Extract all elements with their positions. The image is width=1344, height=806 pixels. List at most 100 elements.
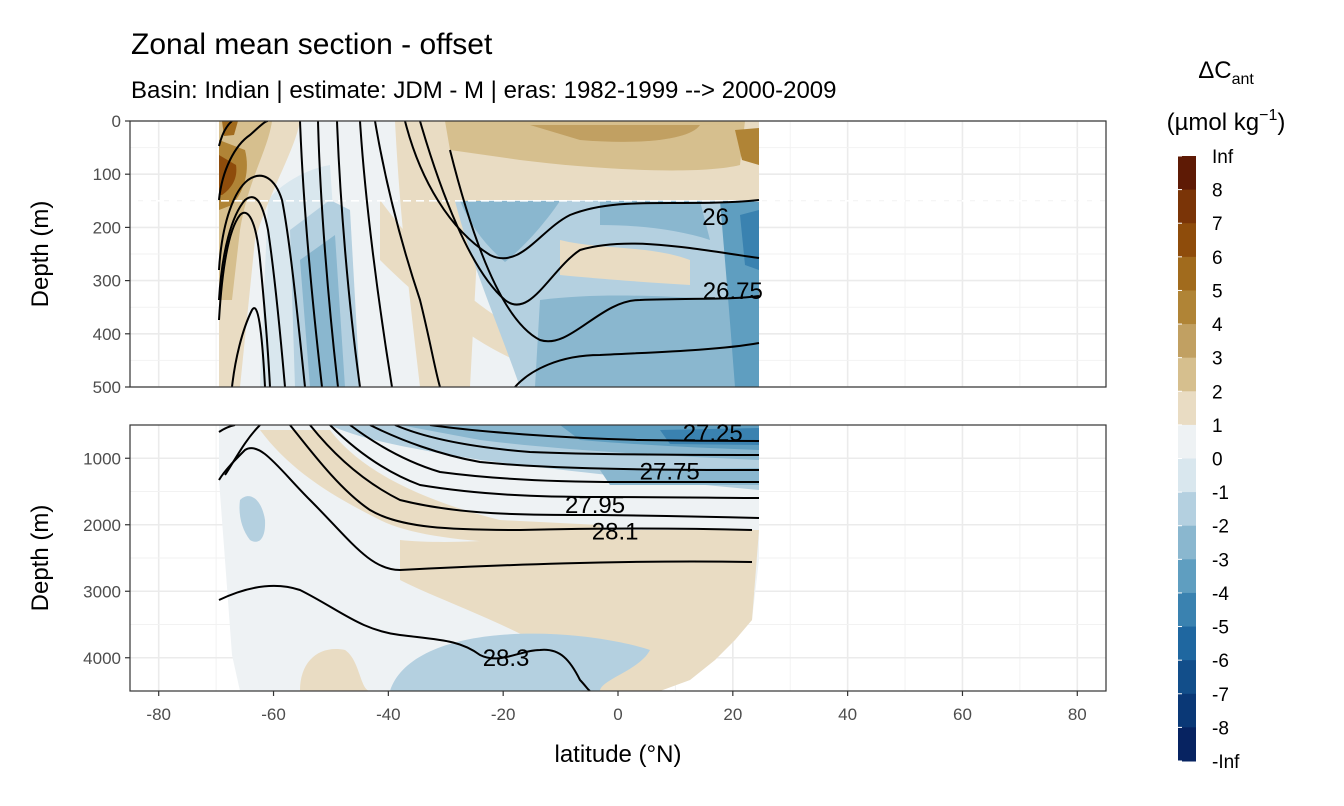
lower-density-contours (218, 425, 760, 691)
lower-y-axis-title: Depth (m) (27, 505, 54, 612)
colorbar-label: 3 (1212, 349, 1223, 370)
chart-title: Zonal mean section - offset (131, 28, 493, 61)
colorbar-label: -1 (1212, 483, 1229, 504)
x-tick-label: 0 (613, 705, 622, 724)
contour-label: 27.25 (683, 420, 743, 447)
colorbar-label: -7 (1212, 685, 1229, 706)
x-tick-label: -20 (491, 705, 516, 724)
y-tick-label: 4000 (83, 649, 121, 668)
upper-cell-north-tan4 (735, 128, 759, 165)
upper-cell-subsurface-blue4 (535, 295, 759, 387)
colorbar-label: 1 (1212, 416, 1223, 437)
lower-cell-deep-tan (400, 530, 759, 691)
y-tick-label: 200 (93, 218, 121, 237)
colorbar-swatch (1178, 223, 1196, 258)
legend-unit-open: (µmol kg (1167, 109, 1260, 136)
y-tick-label: 1000 (83, 449, 121, 468)
colorbar-labels: Inf 8 7 6 5 4 3 2 1 0 -1 -2 -3 -4 -5 -6 -7 -8 -Inf (1178, 147, 1240, 773)
upper-panel: 26 26.75 0 100 200 300 400 500 (93, 112, 1107, 397)
x-tick-label: -60 (261, 705, 286, 724)
upper-cell-subsurface-tan (560, 240, 690, 285)
colorbar-label: -Inf (1212, 752, 1240, 773)
x-tick-label: 80 (1068, 705, 1087, 724)
x-tick-label: -80 (146, 705, 171, 724)
lower-y-ticks: 1000 2000 3000 4000 (83, 449, 130, 668)
upper-cell-subsurface-blue2 (460, 201, 560, 262)
upper-cell-midlat-tan2 (380, 200, 520, 360)
lower-cell-deep-tan2 (300, 649, 370, 691)
colorbar-swatch (1178, 357, 1196, 392)
colorbar-swatches (1178, 156, 1196, 762)
contour-label: 28.3 (483, 645, 530, 672)
lower-heatmap (218, 425, 760, 691)
colorbar-swatch (1178, 391, 1196, 426)
y-tick-label: 0 (112, 112, 121, 131)
legend-title-main: ΔC (1198, 57, 1231, 84)
contour-label: 26.75 (703, 278, 763, 305)
upper-cell-north-tan3 (530, 125, 700, 142)
x-axis-ticks: -80 -60 -40 -20 0 20 40 60 80 (146, 691, 1087, 724)
colorbar-label: -6 (1212, 651, 1229, 672)
colorbar-swatch (1178, 525, 1196, 560)
colorbar-swatch (1178, 660, 1196, 695)
contour-label: 28.1 (592, 518, 639, 545)
colorbar-swatch (1178, 156, 1196, 191)
colorbar-label: 0 (1212, 450, 1223, 471)
y-tick-label: 400 (93, 325, 121, 344)
contour-label: 27.75 (640, 459, 700, 486)
colorbar-swatch (1178, 492, 1196, 527)
legend-title-sub: ant (1232, 71, 1255, 88)
colorbar-swatch (1178, 727, 1196, 762)
upper-heatmap (130, 121, 1106, 387)
colorbar-legend: ΔCant (µmol kg−1) Inf 8 7 6 5 4 3 2 1 0 -1 -2 -3 -4 -5… (1167, 57, 1286, 773)
contour-label: 26 (702, 204, 729, 231)
colorbar-label: 6 (1212, 248, 1223, 269)
colorbar-label: -3 (1212, 550, 1229, 571)
colorbar-swatch (1178, 592, 1196, 628)
contour-label: 27.95 (565, 492, 625, 519)
upper-y-axis-title: Depth (m) (27, 201, 54, 308)
colorbar-label: 8 (1212, 181, 1223, 202)
upper-cell-subsurface-blue3 (600, 201, 710, 240)
upper-cell-antarctic-top (222, 121, 238, 136)
legend-unit-close: ) (1277, 109, 1285, 136)
colorbar-swatch (1178, 626, 1196, 661)
upper-contour-labels: 26 26.75 (702, 204, 763, 305)
y-tick-label: 500 (93, 378, 121, 397)
x-tick-label: 20 (723, 705, 742, 724)
colorbar-label: 2 (1212, 382, 1223, 403)
x-tick-label: 60 (953, 705, 972, 724)
y-tick-label: 300 (93, 272, 121, 291)
colorbar-label: -4 (1212, 584, 1229, 605)
upper-density-contours (218, 121, 760, 387)
colorbar-label: -8 (1212, 718, 1229, 739)
upper-cell-antarctic-brown2 (219, 155, 237, 195)
colorbar-label: 5 (1212, 281, 1223, 302)
upper-y-ticks: 0 100 200 300 400 500 (93, 112, 130, 397)
lower-cell-north-blue (600, 468, 759, 485)
colorbar-swatch (1178, 559, 1196, 594)
colorbar-label: -5 (1212, 618, 1229, 639)
colorbar-swatch (1178, 290, 1196, 325)
upper-panel-border (129, 120, 1107, 388)
colorbar-label: 7 (1212, 214, 1223, 235)
colorbar-swatch (1178, 324, 1196, 359)
colorbar-label: 4 (1212, 315, 1223, 336)
y-tick-label: 3000 (83, 582, 121, 601)
x-tick-label: -40 (376, 705, 401, 724)
x-axis-title: latitude (°N) (555, 741, 682, 768)
colorbar-swatch (1178, 458, 1196, 493)
colorbar-label: -2 (1212, 517, 1229, 538)
legend-unit: (µmol kg−1) (1167, 107, 1286, 136)
colorbar-swatch (1178, 189, 1196, 224)
colorbar-swatch (1178, 256, 1196, 291)
lower-cell-southern-blue (239, 496, 266, 542)
colorbar-swatch (1178, 424, 1196, 459)
x-tick-label: 40 (838, 705, 857, 724)
y-tick-label: 2000 (83, 516, 121, 535)
legend-unit-exp: −1 (1259, 107, 1277, 124)
colorbar-swatch (1178, 693, 1196, 728)
